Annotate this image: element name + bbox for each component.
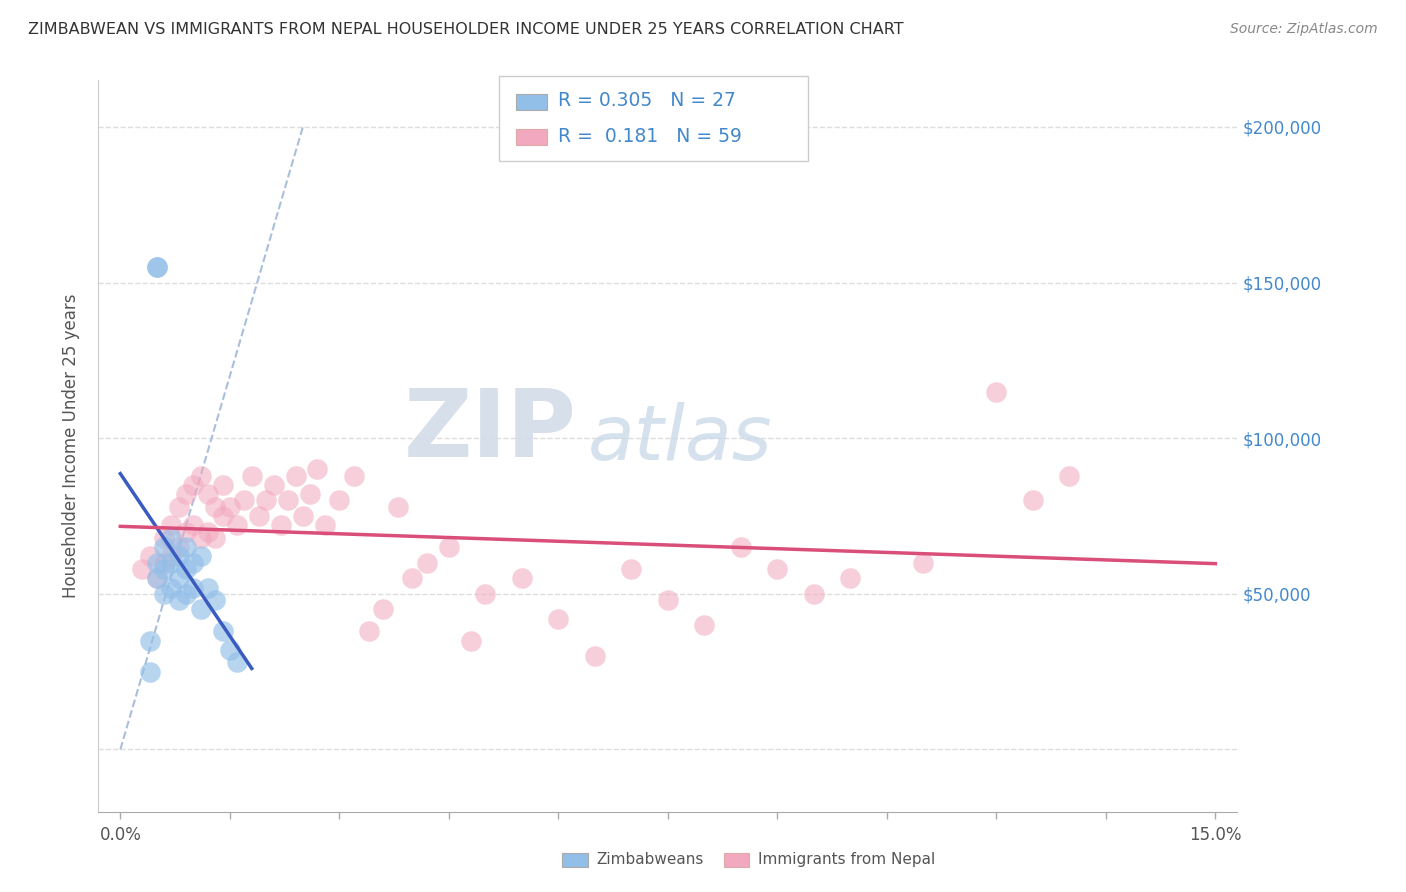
Point <box>197 581 219 595</box>
Text: Zimbabweans: Zimbabweans <box>596 853 703 867</box>
Point <box>547 612 569 626</box>
Point <box>401 571 423 585</box>
Point <box>174 562 197 576</box>
Point <box>183 581 205 595</box>
Point <box>204 531 226 545</box>
Point <box>153 587 176 601</box>
Point <box>211 624 233 639</box>
Point <box>153 556 176 570</box>
Point <box>291 509 314 524</box>
Point <box>620 562 643 576</box>
Point <box>371 602 394 616</box>
Point <box>986 384 1008 399</box>
Point <box>197 487 219 501</box>
Point <box>197 524 219 539</box>
Point <box>263 478 285 492</box>
Point <box>183 478 205 492</box>
Point <box>174 524 197 539</box>
Point <box>190 468 212 483</box>
Point <box>693 618 716 632</box>
Point <box>233 493 256 508</box>
Point <box>146 260 169 274</box>
Point <box>226 518 249 533</box>
Point <box>226 656 249 670</box>
Point <box>174 540 197 554</box>
Point <box>160 556 183 570</box>
Text: Immigrants from Nepal: Immigrants from Nepal <box>758 853 935 867</box>
Text: R =  0.181   N = 59: R = 0.181 N = 59 <box>558 127 742 146</box>
Point <box>153 540 176 554</box>
Point <box>146 556 169 570</box>
Point <box>474 587 496 601</box>
Point <box>138 549 160 564</box>
Point <box>131 562 153 576</box>
Point <box>167 500 190 514</box>
Point <box>357 624 380 639</box>
Y-axis label: Householder Income Under 25 years: Householder Income Under 25 years <box>62 293 80 599</box>
Point <box>153 562 176 576</box>
Point <box>190 531 212 545</box>
Point <box>416 556 439 570</box>
Text: Source: ZipAtlas.com: Source: ZipAtlas.com <box>1230 22 1378 37</box>
Point <box>343 468 366 483</box>
Point <box>204 500 226 514</box>
Point <box>138 633 160 648</box>
Point <box>460 633 482 648</box>
Point <box>167 571 190 585</box>
Point <box>583 649 606 664</box>
Point <box>167 549 190 564</box>
Point <box>160 531 183 545</box>
Point <box>277 493 299 508</box>
Point <box>240 468 263 483</box>
Point <box>211 509 233 524</box>
Text: ZIMBABWEAN VS IMMIGRANTS FROM NEPAL HOUSEHOLDER INCOME UNDER 25 YEARS CORRELATIO: ZIMBABWEAN VS IMMIGRANTS FROM NEPAL HOUS… <box>28 22 904 37</box>
Point <box>160 581 183 595</box>
Point <box>328 493 350 508</box>
Point <box>307 462 329 476</box>
Point <box>284 468 307 483</box>
Point <box>912 556 935 570</box>
Point <box>270 518 292 533</box>
Point <box>730 540 752 554</box>
Point <box>839 571 862 585</box>
Point <box>803 587 825 601</box>
Point <box>160 518 183 533</box>
Point <box>766 562 789 576</box>
Point <box>218 500 240 514</box>
Point <box>437 540 460 554</box>
Point <box>254 493 277 508</box>
Point <box>299 487 322 501</box>
Point <box>146 571 169 585</box>
Text: R = 0.305   N = 27: R = 0.305 N = 27 <box>558 91 737 111</box>
Point <box>510 571 533 585</box>
Point <box>204 593 226 607</box>
Point <box>190 602 212 616</box>
Point <box>153 531 176 545</box>
Point <box>211 478 233 492</box>
Point <box>387 500 409 514</box>
Text: atlas: atlas <box>588 401 773 475</box>
Point <box>183 518 205 533</box>
Point <box>167 540 190 554</box>
Point <box>247 509 270 524</box>
Point <box>657 593 679 607</box>
Point <box>1059 468 1081 483</box>
Point <box>314 518 336 533</box>
Point <box>190 549 212 564</box>
Point <box>167 593 190 607</box>
Point <box>174 587 197 601</box>
Point <box>183 556 205 570</box>
Point <box>146 260 169 274</box>
Point <box>174 487 197 501</box>
Point <box>138 665 160 679</box>
Point <box>146 571 169 585</box>
Text: ZIP: ZIP <box>404 385 576 477</box>
Point <box>160 549 183 564</box>
Point <box>1022 493 1045 508</box>
Point <box>218 643 240 657</box>
